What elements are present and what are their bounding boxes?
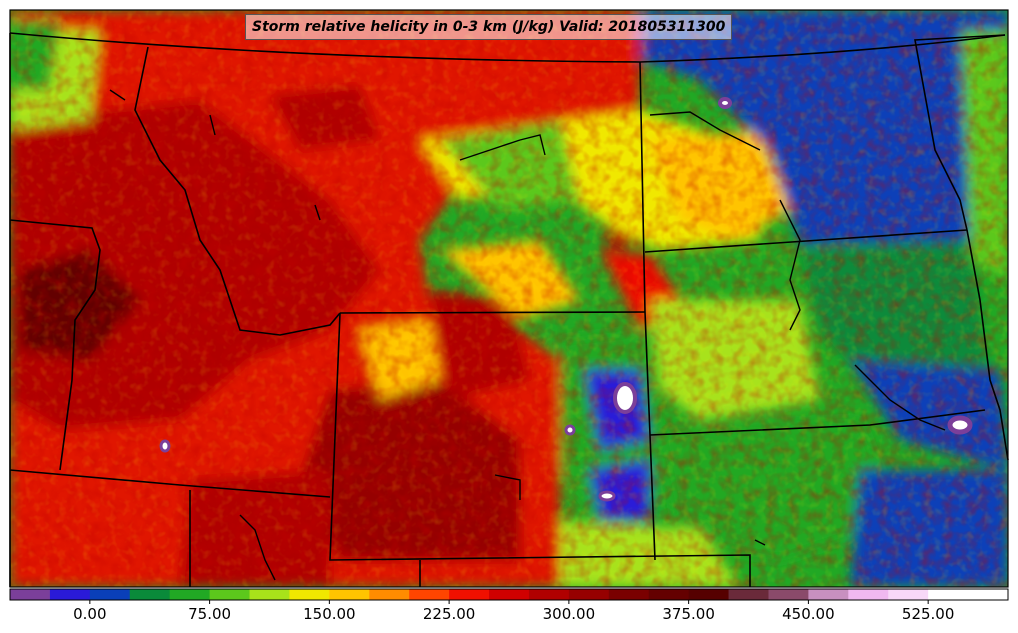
colorbar-tick-label: 150.00: [303, 605, 356, 623]
colorbar-swatch: [528, 589, 570, 600]
colorbar-tick-label: 450.00: [782, 605, 835, 623]
map-frame: [9, 9, 1009, 588]
colorbar-swatch: [888, 589, 929, 600]
colorbar-tick-label: 225.00: [423, 605, 476, 623]
colorbar-swatch: [10, 589, 51, 600]
colorbar-tick-label: 0.00: [73, 605, 106, 623]
colorbar-tick-label: 300.00: [543, 605, 596, 623]
colorbar-tick-label: 375.00: [662, 605, 715, 623]
colorbar-swatch: [49, 589, 91, 600]
state-boundaries: [9, 32, 1009, 587]
colorbar-swatch: [409, 589, 450, 600]
helicity-field: [10, 10, 1008, 587]
colorbar-tick-label: 525.00: [902, 605, 955, 623]
colorbar-swatch: [209, 589, 251, 600]
colorbar-swatch: [608, 589, 650, 600]
colorbar-frame: [9, 588, 1009, 601]
colorbar-swatch: [928, 589, 969, 600]
colorbar-swatch: [249, 589, 290, 600]
colorbar-swatch: [848, 589, 889, 600]
colorbar-swatch: [489, 589, 530, 600]
colorbar-swatch: [289, 589, 330, 600]
colorbar-swatch: [89, 589, 131, 600]
colorbar-swatch: [129, 589, 171, 600]
colorbar-tick-label: 75.00: [188, 605, 231, 623]
map-title: Storm relative helicity in 0-3 km (J/kg)…: [245, 14, 733, 40]
colorbar: 0.00 75.00 150.00 225.00 300.00 375.00 450.00 5…: [9, 588, 1009, 623]
colorbar-swatch: [568, 589, 610, 600]
colorbar-swatch: [768, 589, 809, 600]
colorbar-swatch: [808, 589, 849, 600]
colorbar-swatch: [329, 589, 370, 600]
colorbar-swatch: [648, 589, 690, 600]
colorbar-swatch: [688, 589, 730, 600]
rivers: [109, 89, 946, 581]
colorbar-swatch: [169, 589, 211, 600]
colorbar-swatch: [449, 589, 490, 600]
colorbar-swatch: [728, 589, 769, 600]
colorbar-swatch: [369, 589, 410, 600]
